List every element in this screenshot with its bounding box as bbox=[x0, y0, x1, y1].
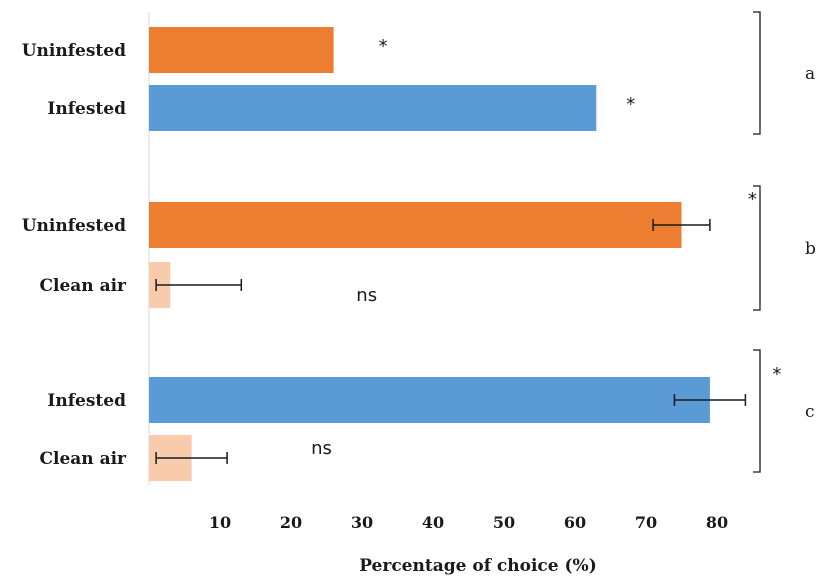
x-axis-title: Percentage of choice (%) bbox=[359, 556, 597, 576]
group-label: c bbox=[805, 402, 815, 422]
category-label: Uninfested bbox=[22, 216, 126, 236]
x-tick-label: 70 bbox=[635, 513, 657, 532]
error-bar bbox=[155, 279, 243, 291]
error-bar bbox=[673, 394, 747, 406]
chart-bars bbox=[149, 27, 710, 481]
x-tick-label: 50 bbox=[493, 513, 515, 532]
significance-label: ns bbox=[311, 438, 332, 459]
group-label: a bbox=[805, 64, 815, 84]
significance-label: * bbox=[748, 189, 757, 210]
bar-3-1 bbox=[149, 377, 710, 423]
category-label: Uninfested bbox=[22, 41, 126, 61]
chart-group-brackets: a b c bbox=[753, 11, 816, 473]
category-label: Clean air bbox=[39, 449, 127, 469]
error-bar bbox=[652, 219, 711, 231]
chart-category-labels: Uninfested Infested Uninfested Clean air Inf… bbox=[22, 41, 127, 469]
group-bracket bbox=[753, 349, 761, 473]
group-bracket bbox=[753, 185, 761, 311]
group-bracket bbox=[753, 11, 761, 135]
chart-significance-labels: * * * ns * ns bbox=[311, 36, 781, 459]
category-label: Infested bbox=[47, 99, 126, 119]
x-tick-label: 10 bbox=[209, 513, 231, 532]
significance-label: * bbox=[772, 364, 781, 385]
x-tick-label: 40 bbox=[422, 513, 444, 532]
bar-2-1 bbox=[149, 202, 682, 248]
x-tick-label: 30 bbox=[351, 513, 373, 532]
x-tick-label: 80 bbox=[706, 513, 728, 532]
bar-1-1 bbox=[149, 27, 334, 73]
significance-label: * bbox=[626, 94, 635, 115]
chart-error-bars bbox=[155, 219, 747, 464]
category-label: Infested bbox=[47, 391, 126, 411]
significance-label: * bbox=[379, 36, 388, 57]
error-bar bbox=[155, 452, 228, 464]
group-label: b bbox=[805, 239, 816, 259]
x-tick-label: 20 bbox=[280, 513, 302, 532]
x-tick-label: 60 bbox=[564, 513, 586, 532]
category-label: Clean air bbox=[39, 276, 127, 296]
bar-1-2 bbox=[149, 85, 597, 131]
significance-label: ns bbox=[356, 285, 377, 306]
chart-tick-labels: 10 20 30 40 50 60 70 80 bbox=[209, 513, 728, 532]
